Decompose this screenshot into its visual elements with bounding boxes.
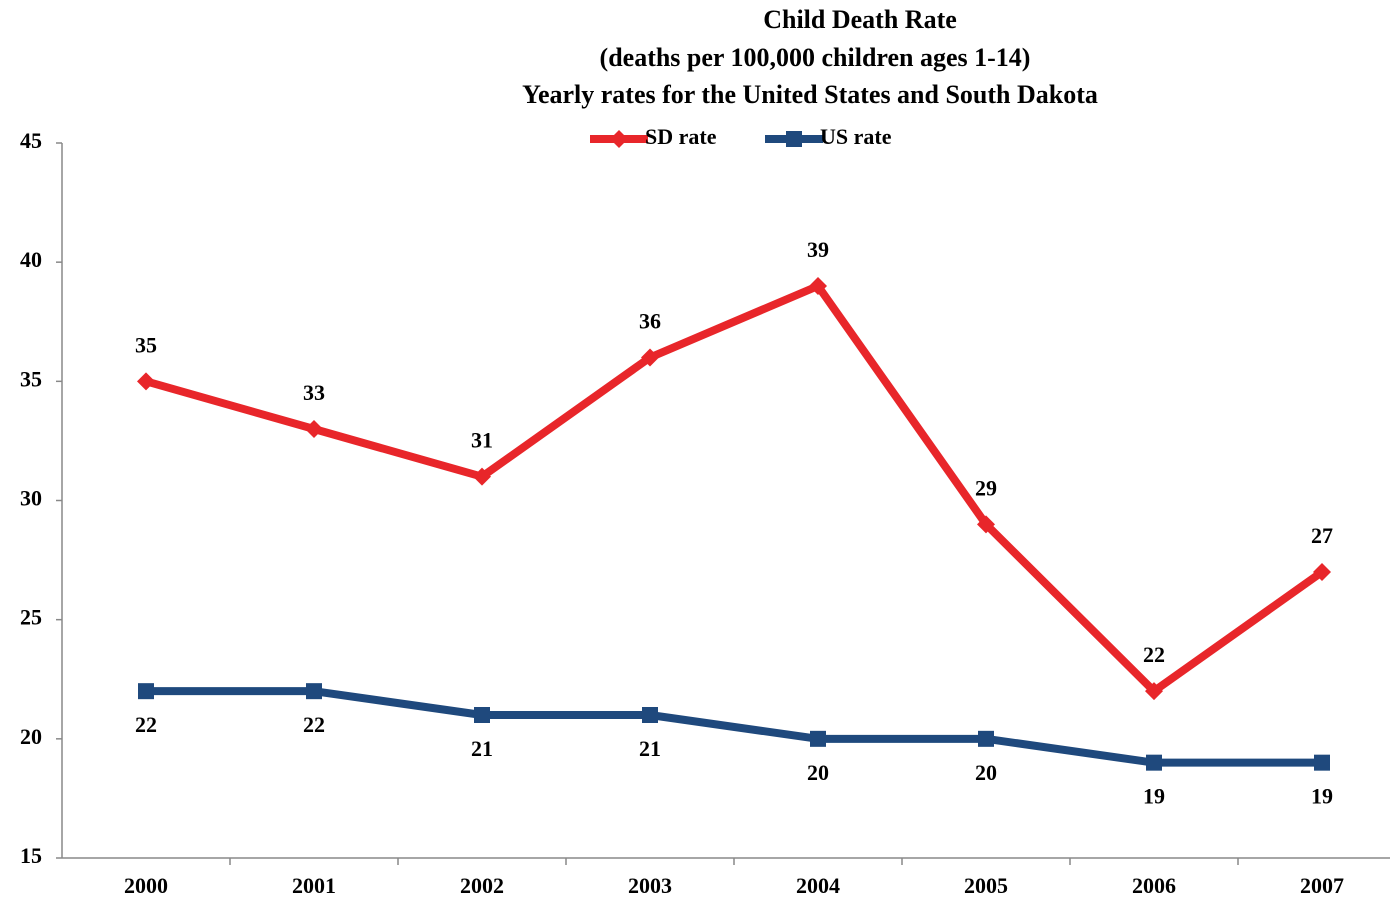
y-tick-label: 15	[20, 843, 42, 868]
chart-title: Child Death Rate	[763, 5, 957, 34]
data-label: 19	[1143, 784, 1165, 809]
legend-label: SD rate	[645, 124, 717, 149]
x-tick-label: 2000	[124, 873, 168, 898]
marker	[306, 683, 322, 700]
marker	[641, 348, 659, 367]
marker	[305, 420, 323, 438]
legend-label: US rate	[820, 124, 892, 149]
data-label: 20	[975, 760, 997, 785]
data-label: 22	[303, 712, 325, 737]
data-label: 35	[135, 332, 157, 357]
chart-subtitle: (deaths per 100,000 children ages 1-14)	[600, 43, 1031, 72]
series-line	[144, 282, 1325, 696]
data-label: 20	[807, 760, 829, 785]
y-tick-label: 25	[20, 605, 42, 630]
data-label: 36	[639, 309, 661, 334]
y-tick-label: 30	[20, 486, 42, 511]
x-tick-label: 2004	[796, 873, 840, 898]
x-tick-label: 2007	[1300, 873, 1344, 898]
x-tick-label: 2003	[628, 873, 672, 898]
marker	[977, 515, 995, 534]
y-tick-label: 45	[20, 128, 42, 153]
x-tick-label: 2002	[460, 873, 504, 898]
marker	[1313, 563, 1331, 581]
marker	[1314, 754, 1330, 771]
y-tick-label: 35	[20, 366, 42, 391]
x-tick-label: 2001	[292, 873, 336, 898]
y-tick-label: 40	[20, 247, 42, 272]
data-label: 31	[471, 428, 493, 453]
marker	[1145, 682, 1163, 701]
marker	[137, 372, 155, 391]
marker	[642, 707, 658, 723]
y-tick-label: 20	[20, 724, 42, 749]
chart-subtitle: Yearly rates for the United States and S…	[522, 80, 1098, 109]
data-label: 33	[303, 380, 325, 405]
marker	[138, 683, 154, 700]
marker	[809, 277, 827, 295]
data-label: 19	[1311, 784, 1333, 809]
data-label: 21	[639, 736, 661, 761]
x-tick-label: 2005	[964, 873, 1008, 898]
data-label: 22	[1143, 642, 1165, 667]
marker	[978, 730, 994, 747]
marker	[786, 131, 802, 147]
marker	[1146, 754, 1162, 771]
marker	[474, 707, 490, 723]
series-line	[146, 687, 1322, 767]
data-label: 21	[471, 736, 493, 761]
data-label: 39	[807, 237, 829, 262]
x-tick-label: 2006	[1132, 873, 1176, 898]
marker	[810, 730, 826, 747]
data-label: 22	[135, 712, 157, 737]
marker	[473, 467, 491, 486]
marker	[610, 130, 628, 148]
data-label: 29	[975, 475, 997, 500]
data-label: 27	[1311, 523, 1333, 548]
